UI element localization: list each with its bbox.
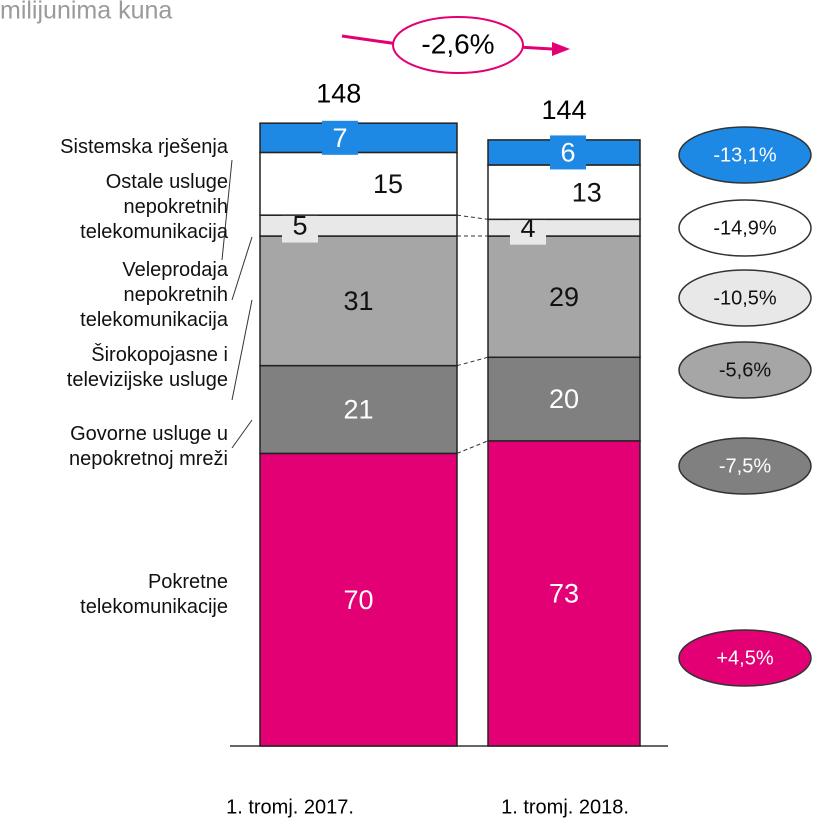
value-label: 20 [549, 384, 579, 414]
leader-line [231, 419, 253, 449]
leader-line [231, 299, 253, 401]
change-badge [678, 199, 812, 257]
change-label: -5,6% [719, 359, 771, 381]
series-name: Veleprodaja nepokretnih telekomunikacija [80, 259, 228, 331]
bar-segment [259, 235, 458, 367]
value-label-box [322, 120, 358, 155]
connector [456, 214, 489, 220]
value-label: 4 [520, 213, 535, 243]
total-label: 144 [541, 95, 586, 125]
arrow-line [341, 34, 399, 46]
change-badge [678, 126, 812, 184]
value-label: 7 [332, 123, 347, 153]
series-name: Govorne usluge u nepokretnoj mreži [69, 423, 228, 470]
bar-segment [259, 122, 458, 154]
value-label-box [550, 135, 586, 170]
series-name: Sistemska rješenja [60, 136, 228, 158]
series-name: Ostale usluge nepokretnih telekomunikaci… [80, 171, 228, 243]
change-label: -10,5% [713, 287, 777, 309]
series-name: Pokretne telekomunikacije [80, 571, 228, 618]
connector [456, 356, 489, 367]
total-label: 148 [316, 78, 361, 108]
change-badge [678, 437, 812, 495]
change-label: -13,1% [713, 144, 777, 166]
bar-segment [259, 452, 458, 747]
value-label: 70 [343, 585, 373, 615]
change-badge [678, 341, 812, 399]
bar-segment [259, 151, 458, 216]
change-label: -14,9% [713, 217, 777, 239]
value-label: 5 [292, 211, 307, 241]
value-label: 31 [343, 286, 373, 316]
value-label: 15 [373, 169, 403, 199]
bar-segment [487, 164, 641, 221]
leader-line [221, 159, 233, 261]
change-badge [678, 629, 812, 687]
chart-title: milijunima kuna [0, 0, 172, 25]
total-change-badge [392, 16, 524, 74]
series-name: Širokopojasne i televizijske usluge [66, 344, 228, 391]
x-tick-label: 1. tromj. 2017. [226, 796, 354, 818]
value-label: 6 [560, 138, 575, 168]
value-label: 29 [549, 282, 579, 312]
value-label: 21 [343, 395, 373, 425]
arrow-head [552, 42, 570, 56]
change-label: +4,5% [716, 647, 773, 669]
change-label: -7,5% [719, 455, 771, 477]
leader-line [231, 236, 253, 301]
change-badge [678, 269, 812, 327]
total-change: -2,6% [421, 28, 494, 59]
value-label: 73 [549, 579, 579, 609]
bar-segment [259, 364, 458, 455]
x-tick-label: 1. tromj. 2018. [501, 796, 629, 818]
value-label: 13 [572, 177, 602, 207]
bar-segment [487, 440, 641, 747]
bar-segment [487, 235, 641, 359]
connector [456, 440, 489, 454]
